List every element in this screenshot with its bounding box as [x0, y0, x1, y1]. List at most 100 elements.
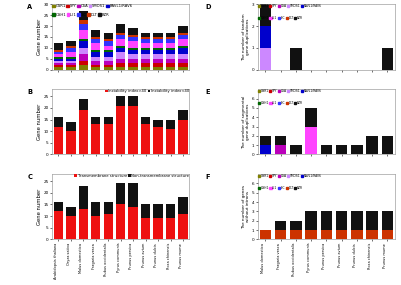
Bar	[66, 65, 75, 68]
Bar	[128, 184, 138, 207]
Bar	[103, 214, 113, 239]
Bar	[166, 68, 175, 70]
Bar	[351, 230, 363, 239]
Bar	[103, 61, 113, 65]
Bar	[91, 65, 100, 68]
Bar	[91, 37, 100, 39]
Text: E: E	[206, 89, 210, 95]
Bar	[178, 32, 188, 35]
Bar	[367, 136, 378, 154]
Bar	[141, 68, 150, 70]
Bar	[141, 37, 150, 39]
Bar	[79, 65, 88, 70]
Legend: OSH1, ILI1, LIC, DLT, BZR: OSH1, ILI1, LIC, DLT, BZR	[258, 16, 303, 20]
Bar	[178, 119, 188, 154]
Bar	[178, 26, 188, 32]
Bar	[54, 52, 63, 54]
Bar	[306, 108, 317, 127]
Bar	[306, 127, 317, 154]
Text: A: A	[27, 4, 32, 10]
Bar	[103, 50, 113, 52]
Bar	[66, 41, 75, 46]
Bar	[54, 117, 63, 127]
Text: B: B	[27, 89, 32, 95]
Bar	[128, 28, 138, 35]
Bar	[141, 117, 150, 124]
Bar	[79, 24, 88, 30]
Bar	[66, 52, 75, 56]
Bar	[321, 230, 332, 239]
Bar	[154, 63, 163, 68]
Legend: Instability index>40, Instability index<40: Instability index>40, Instability index<…	[105, 89, 189, 93]
Bar	[275, 136, 286, 145]
Bar	[91, 61, 100, 65]
Bar	[54, 65, 63, 68]
Bar	[141, 43, 150, 48]
Y-axis label: The number of genes
without introns: The number of genes without introns	[242, 185, 250, 229]
Bar	[154, 54, 163, 59]
Bar	[116, 35, 126, 39]
Bar	[290, 230, 302, 239]
Y-axis label: The number of tandem
gene duplications: The number of tandem gene duplications	[242, 13, 250, 61]
Legend: Transmembrane structure, Non-transmembrane structure: Transmembrane structure, Non-transmembra…	[74, 174, 189, 178]
Bar	[91, 124, 100, 154]
Bar	[166, 50, 175, 54]
Bar	[166, 32, 175, 37]
Bar	[103, 56, 113, 61]
Bar	[178, 46, 188, 48]
Bar	[103, 202, 113, 214]
Text: D: D	[206, 4, 211, 10]
Bar	[66, 63, 75, 65]
Bar	[116, 24, 126, 32]
Bar	[66, 46, 75, 48]
Bar	[154, 43, 163, 48]
Bar	[128, 207, 138, 239]
Bar	[91, 117, 100, 124]
Bar	[91, 30, 100, 37]
Bar	[54, 54, 63, 56]
Bar	[66, 59, 75, 61]
Bar	[178, 198, 188, 214]
Bar	[141, 39, 150, 43]
Bar	[66, 216, 75, 239]
Bar	[154, 37, 163, 39]
Bar	[103, 124, 113, 154]
Bar	[154, 68, 163, 70]
Bar	[367, 211, 378, 230]
Bar	[79, 54, 88, 61]
Bar	[166, 59, 175, 63]
Bar	[79, 30, 88, 39]
Bar	[79, 19, 88, 24]
Bar	[382, 230, 393, 239]
Bar	[166, 37, 175, 39]
Bar	[91, 50, 100, 52]
Bar	[141, 54, 150, 59]
Bar	[141, 59, 150, 63]
Bar	[103, 41, 113, 46]
Bar	[290, 221, 302, 230]
Bar	[166, 63, 175, 68]
Bar	[116, 52, 126, 59]
Bar	[116, 63, 126, 68]
Bar	[54, 63, 63, 65]
Bar	[178, 214, 188, 239]
Bar	[321, 211, 332, 230]
Bar	[116, 59, 126, 63]
Bar	[54, 68, 63, 70]
Bar	[367, 230, 378, 239]
Bar	[128, 37, 138, 41]
Bar	[141, 50, 150, 54]
Bar	[79, 41, 88, 48]
Bar	[336, 145, 347, 154]
Bar	[54, 61, 63, 63]
Bar	[141, 48, 150, 50]
Bar	[306, 230, 317, 239]
Bar	[128, 54, 138, 59]
Text: F: F	[206, 174, 210, 180]
Legend: OSH1, ILI1, LIC, DLT, BZR: OSH1, ILI1, LIC, DLT, BZR	[52, 13, 109, 17]
Bar	[275, 221, 286, 230]
Y-axis label: Gene number: Gene number	[37, 189, 42, 225]
Bar	[54, 202, 63, 211]
Bar	[166, 54, 175, 59]
Legend: OSH1, ILI1, LIC, DLT, BZR: OSH1, ILI1, LIC, DLT, BZR	[258, 101, 303, 105]
